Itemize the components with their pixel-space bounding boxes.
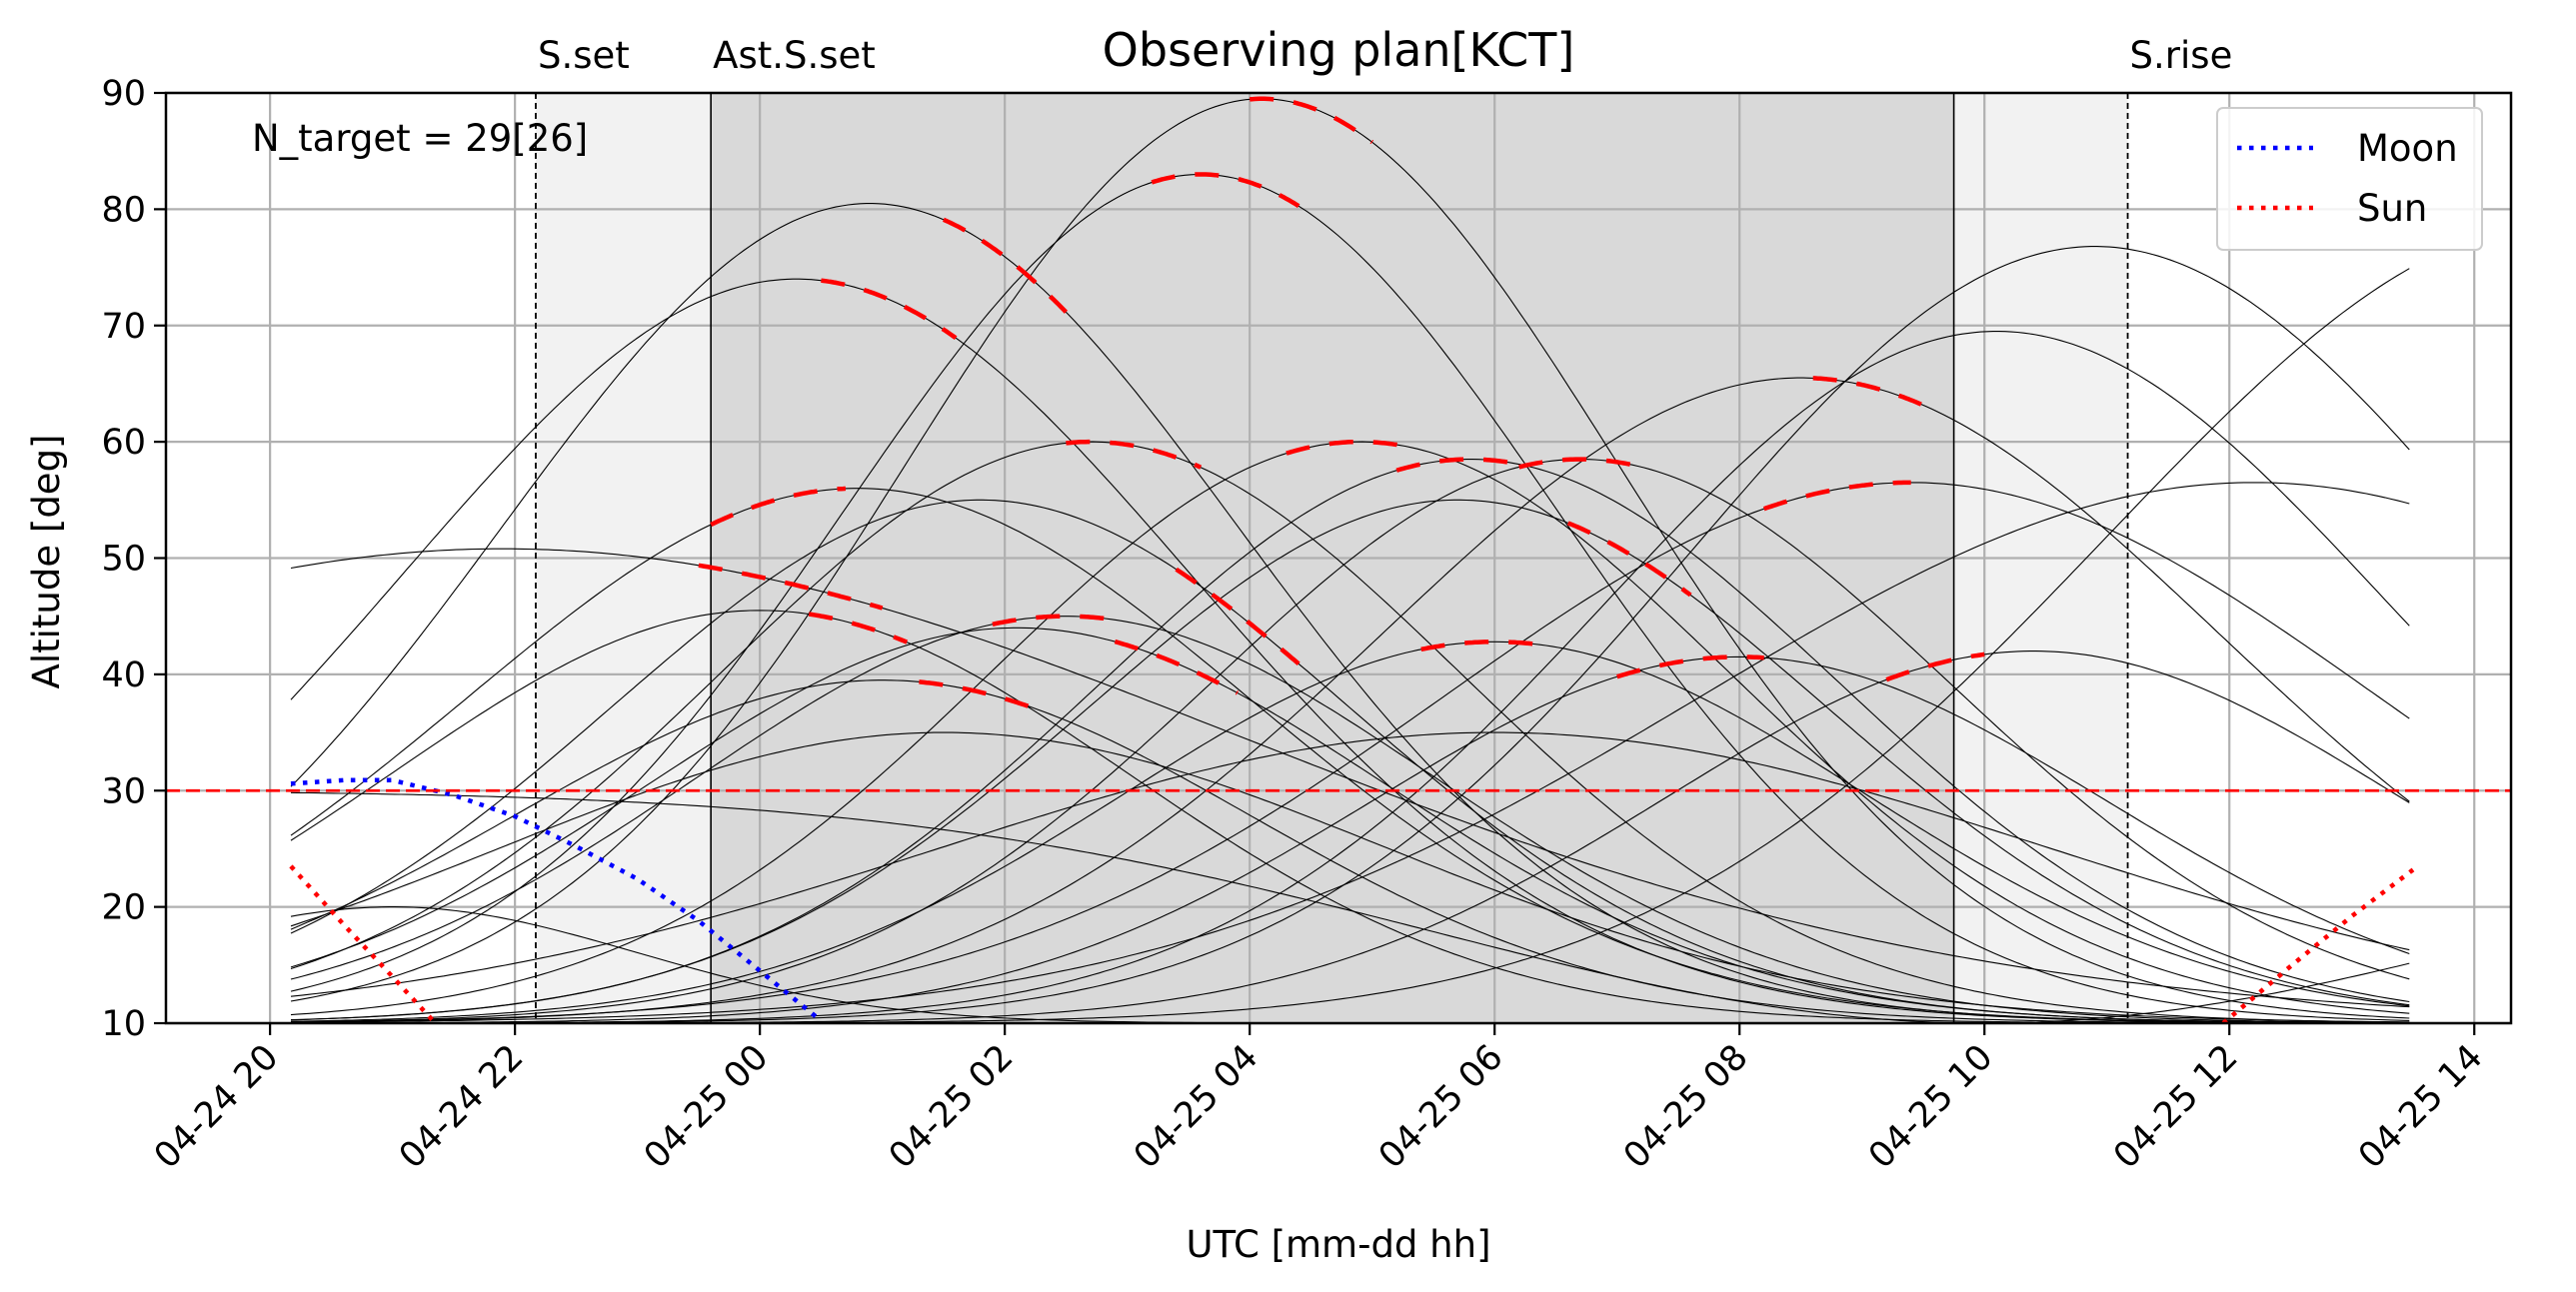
target-track <box>290 488 2410 1023</box>
y-tick-label: 60 <box>101 423 146 463</box>
observation-segment <box>1812 376 1924 408</box>
target-track <box>290 731 2410 997</box>
observation-segment <box>808 612 909 645</box>
y-tick-label: 10 <box>101 1004 146 1044</box>
y-tick-label: 70 <box>101 307 146 347</box>
y-tick-label: 40 <box>101 655 146 695</box>
target-track <box>291 482 2410 1023</box>
legend: Moon Sun <box>2216 107 2483 251</box>
scheduled-observations <box>698 96 1985 713</box>
observation-segment <box>919 679 1043 713</box>
legend-sun-label: Sun <box>2357 187 2427 230</box>
y-tick-label: 50 <box>101 540 146 580</box>
chart-title: Observing plan[KCT] <box>1103 23 1575 77</box>
observation-segment <box>1286 439 1409 456</box>
target-track <box>290 548 2410 1008</box>
twilight-markers: S.set Ast.S.set S.rise <box>535 34 2233 1023</box>
sun-track <box>289 864 2415 1023</box>
twilight-marker-label: Ast.S.set <box>713 34 876 77</box>
y-tick-label: 80 <box>101 190 146 230</box>
legend-frame <box>2216 107 2483 251</box>
target-count-annotation: N_target = 29[26] <box>252 117 588 160</box>
target-track <box>290 616 2410 1023</box>
target-track <box>290 627 2410 1023</box>
moon-sun-tracks <box>289 777 2415 1023</box>
twilight-marker-label: S.rise <box>2130 34 2233 77</box>
observation-segment <box>1518 457 1642 470</box>
legend-moon-label: Moon <box>2357 127 2458 170</box>
observation-segment <box>1114 639 1239 695</box>
observation-segment <box>1066 439 1203 470</box>
target-track <box>290 791 2410 1023</box>
observation-segment <box>1420 640 1544 652</box>
y-tick-label: 30 <box>101 771 146 811</box>
target-track <box>291 331 2410 1023</box>
observation-segment <box>992 614 1116 627</box>
target-track <box>291 655 2410 1023</box>
observation-segment <box>821 278 958 341</box>
observation-segment <box>1885 651 1985 682</box>
target-track <box>290 641 2410 1022</box>
observation-segment <box>942 217 1069 314</box>
target-track <box>290 499 2410 1021</box>
y-tick-label: 90 <box>101 74 146 114</box>
observation-segment <box>1566 521 1692 598</box>
target-track <box>290 731 2410 1023</box>
x-axis-label: UTC [mm-dd hh] <box>1186 1223 1490 1266</box>
target-track <box>290 459 2410 1023</box>
twilight-marker-label: S.set <box>538 34 630 77</box>
moon-track <box>290 777 823 1023</box>
observation-segment <box>698 563 884 611</box>
y-axis-label: Altitude [deg] <box>25 435 68 689</box>
y-tick-label: 20 <box>101 888 146 928</box>
target-track <box>290 203 2410 1023</box>
target-track <box>290 173 2410 1021</box>
observation-segment <box>1250 96 1374 145</box>
observation-segment <box>1395 457 1520 473</box>
